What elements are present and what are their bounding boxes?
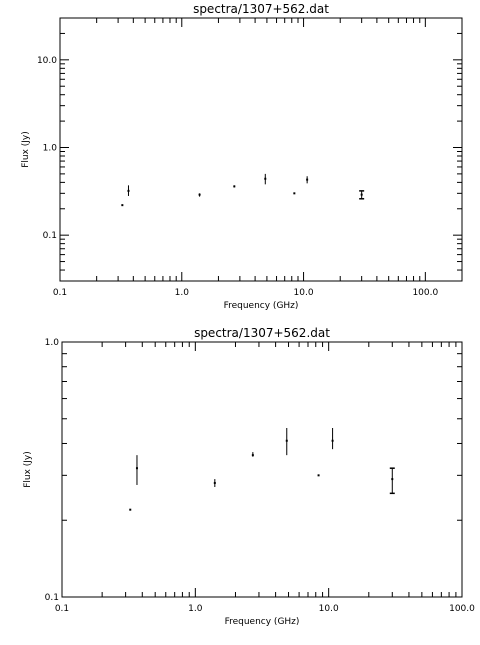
data-point — [213, 481, 216, 484]
y-axis-label: Flux (Jy) — [21, 131, 31, 168]
data-point — [331, 439, 334, 442]
y-axis-label: Flux (Jy) — [23, 451, 33, 488]
data-point — [198, 193, 201, 196]
x-tick-label: 100.0 — [449, 604, 475, 614]
data-point — [317, 474, 320, 477]
x-tick-label: 0.1 — [55, 604, 69, 614]
y-tick-label: 1.0 — [45, 338, 60, 348]
chart-panel-2: spectra/1307+562.dat Frequency (GHz) Flux … — [23, 326, 475, 627]
plot-frame — [61, 341, 463, 598]
y-tick-label: 10.0 — [37, 56, 57, 66]
x-tick-label: 1.0 — [175, 288, 190, 298]
data-point — [306, 178, 309, 181]
data-point — [135, 467, 138, 470]
x-tick-label: 10.0 — [319, 604, 339, 614]
x-tick-label: 100.0 — [412, 288, 438, 298]
chart-panel-1: spectra/1307+562.dat Frequency (GHz) Flux … — [21, 2, 463, 311]
x-tick-label: 1.0 — [188, 604, 203, 614]
x-axis-label: Frequency (GHz) — [224, 301, 299, 311]
y-tick-label: 1.0 — [43, 143, 58, 153]
y-tick-label: 0.1 — [43, 231, 57, 241]
data-point — [285, 439, 288, 442]
data-point — [233, 185, 236, 188]
x-tick-label: 0.1 — [53, 288, 67, 298]
data-point — [129, 508, 132, 511]
data-point — [391, 478, 394, 481]
y-tick-label: 0.1 — [45, 593, 59, 603]
data-point — [264, 177, 267, 180]
data-point — [251, 454, 254, 457]
data-point — [360, 193, 363, 196]
x-tick-label: 10.0 — [294, 288, 314, 298]
data-point — [127, 189, 130, 192]
data-point — [293, 192, 296, 195]
x-axis-label: Frequency (GHz) — [225, 617, 300, 627]
chart-title: spectra/1307+562.dat — [193, 2, 329, 16]
plot-frame — [59, 17, 463, 282]
chart-title: spectra/1307+562.dat — [194, 326, 330, 340]
data-point — [121, 204, 124, 207]
